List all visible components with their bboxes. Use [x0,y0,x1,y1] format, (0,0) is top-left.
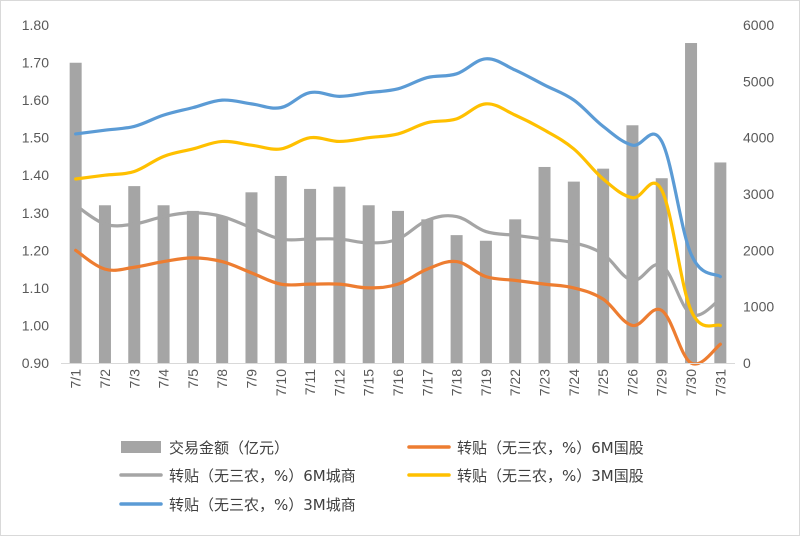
left-tick-label: 1.60 [22,92,49,108]
x-tick-label: 7/30 [683,369,699,396]
x-tick-label: 7/4 [156,369,172,389]
x-tick-label: 7/8 [214,369,230,389]
x-tick-label: 7/2 [97,369,113,389]
bar-7/2 [98,205,111,363]
x-tick-label: 7/22 [507,369,523,396]
right-tick-label: 5000 [743,73,774,89]
series-line-0 [74,248,722,366]
right-tick-label: 1000 [743,299,774,315]
left-tick-label: 0.90 [22,355,49,371]
x-tick-label: 7/24 [566,369,582,396]
x-tick-label: 7/17 [419,369,435,396]
x-tick-label: 7/26 [624,369,640,396]
left-tick-label: 1.20 [22,242,49,258]
axes-layer: 0.90 1.00 1.10 1.20 1.30 1.40 1.50 1.60 1.70 1.80… [22,17,775,396]
bar-7/25 [597,168,610,363]
left-tick-label: 1.30 [22,205,49,221]
x-tick-label: 7/16 [390,369,406,396]
x-tick-label: 7/15 [361,369,377,396]
bar-7/22 [509,219,522,363]
lines-layer [74,57,722,366]
x-tick-label: 7/1 [68,369,84,389]
x-tick-label: 7/9 [243,369,259,389]
legend-label: 转贴（无三农，%）3M城商 [169,496,356,514]
bar-7/15 [362,205,375,363]
bar-7/1 [69,62,82,363]
bar-7/18 [450,235,463,363]
left-tick-label: 1.40 [22,167,49,183]
bar-7/19 [479,240,492,363]
legend-label: 交易金额（亿元） [169,439,289,457]
series-line-2 [74,102,722,328]
bar-7/23 [538,166,551,363]
right-tick-label: 2000 [743,242,774,258]
bars-layer [69,43,727,363]
x-tick-label: 7/11 [302,369,318,395]
right-tick-label: 3000 [743,186,774,202]
x-tick-label: 7/10 [273,369,289,396]
left-tick-label: 1.50 [22,130,49,146]
left-tick-label: 1.70 [22,55,49,71]
bar-7/9 [245,192,258,363]
x-tick-label: 7/23 [537,369,553,396]
bar-7/10 [274,175,287,363]
bar-7/5 [186,210,199,363]
x-tick-label: 7/12 [331,369,347,396]
legend-label: 转贴（无三农，%）6M城商 [169,467,356,485]
right-tick-label: 4000 [743,130,774,146]
bar-7/30 [685,43,698,363]
right-tick-label: 0 [743,355,751,371]
x-tick-label: 7/31 [712,369,728,396]
right-tick-label: 6000 [743,17,774,33]
left-tick-label: 1.00 [22,317,49,333]
bar-7/12 [333,186,346,363]
bar-7/8 [216,216,229,363]
legend-swatch-bar [121,441,161,453]
legend-label: 转贴（无三农，%）6M国股 [457,439,644,457]
bar-7/4 [157,205,170,363]
bar-7/31 [714,162,727,363]
bar-7/16 [392,210,404,363]
left-tick-label: 1.80 [22,17,49,33]
legend-label: 转贴（无三农，%）3M国股 [457,467,644,485]
x-tick-label: 7/5 [185,369,201,389]
bar-7/26 [626,125,639,363]
x-tick-label: 7/3 [126,369,142,389]
bar-7/29 [655,178,668,363]
x-tick-label: 7/19 [478,369,494,396]
left-tick-label: 1.10 [22,280,49,296]
x-tick-label: 7/18 [449,369,465,396]
x-tick-label: 7/29 [654,369,670,396]
bar-7/3 [128,186,141,363]
bar-7/24 [567,181,580,363]
x-tick-label: 7/25 [595,369,611,396]
bar-7/11 [304,188,317,363]
bar-7/17 [421,219,434,363]
series-line-1 [74,203,722,317]
series-line-3 [74,57,722,279]
